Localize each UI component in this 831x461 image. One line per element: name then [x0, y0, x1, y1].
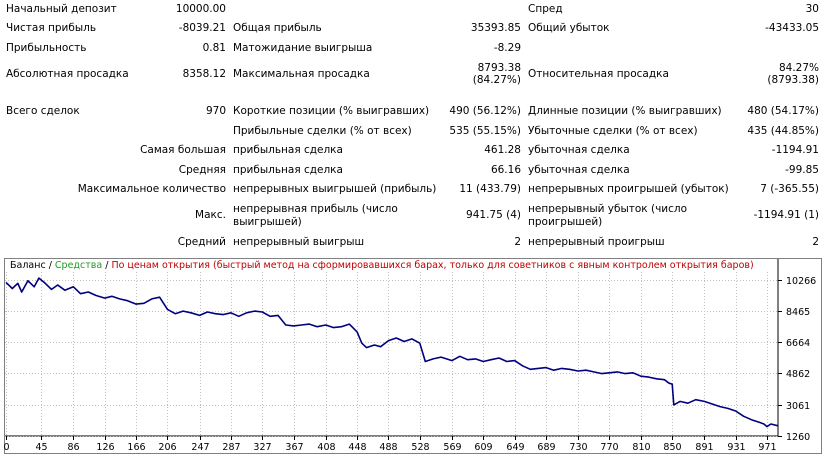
x-tick-label: 327	[253, 442, 271, 453]
max-value-losses-label: непрерывный убыток (число проигрышей)	[528, 203, 688, 228]
x-tick-label: 367	[285, 442, 303, 453]
avg-series-label: Средний	[177, 236, 226, 248]
gross-loss-label: Общий убыток	[528, 22, 610, 34]
spread-label: Спред	[528, 3, 563, 15]
largest-loss-label: убыточная сделка	[528, 144, 630, 156]
long-positions-label: Длинные позиции (% выигравших)	[528, 105, 722, 117]
legend-equity: Средства	[54, 260, 103, 271]
x-tick-label: 166	[127, 442, 145, 453]
max-value-losses-value: -1194.91 (1)	[753, 209, 819, 221]
max-drawdown-value: 8793.38	[477, 62, 521, 74]
y-tick-label: 8465	[786, 307, 810, 318]
legend-separator: /	[45, 260, 55, 271]
max-value-wins-label: непрерывная прибыль (число выигрышей)	[233, 203, 398, 228]
x-tick-label: 931	[727, 442, 745, 453]
max-drawdown-label: Максимальная просадка	[233, 68, 370, 80]
avg-series-wins-label: непрерывный выигрыш	[233, 236, 365, 248]
chart-legend: Баланс / Средства / По ценам открытия (б…	[10, 260, 754, 271]
net-profit-label: Чистая прибыль	[6, 22, 97, 34]
initial-deposit-value: 10000.00	[175, 3, 226, 15]
max-value-label: Макс.	[195, 209, 226, 221]
avg-series-losses-label: непрерывный проигрыш	[528, 236, 665, 248]
largest-profit-value: 461.28	[484, 144, 521, 156]
x-tick-label: 850	[663, 442, 681, 453]
largest-profit-label: прибыльная сделка	[233, 144, 343, 156]
y-tick-label: 1260	[786, 432, 810, 443]
x-tick-label: 689	[537, 442, 555, 453]
balance-line	[5, 277, 779, 428]
average-loss-label: убыточная сделка	[528, 164, 630, 176]
max-count-losses-value: 7 (-365.55)	[760, 183, 819, 195]
x-tick-label: 730	[569, 442, 587, 453]
short-positions-value: 490 (56.12%)	[449, 105, 521, 117]
rel-drawdown-value: 84.27%	[778, 62, 819, 74]
max-count-label: Максимальное количество	[77, 183, 226, 195]
expected-payoff-label: Матожидание выигрыша	[233, 42, 373, 54]
chart-frame	[4, 258, 822, 454]
profit-factor-label: Прибыльность	[6, 42, 87, 54]
average-loss-value: -99.85	[785, 164, 819, 176]
y-tick-label: 3061	[786, 401, 810, 412]
average-profit-label: прибыльная сделка	[233, 164, 343, 176]
x-tick-label: 0	[4, 442, 10, 453]
total-trades-label: Всего сделок	[6, 105, 80, 117]
x-tick-label: 649	[506, 442, 524, 453]
legend-model-note: По ценам открытия (быстрый метод на сфор…	[111, 260, 754, 271]
long-positions-value: 480 (54.17%)	[747, 105, 819, 117]
legend-separator: /	[102, 260, 112, 271]
max-drawdown-percent: (84.27%)	[472, 74, 521, 86]
average-label: Средняя	[178, 164, 226, 176]
x-tick-label: 448	[348, 442, 366, 453]
y-tick-label: 10266	[786, 276, 816, 287]
x-tick-label: 247	[191, 442, 209, 453]
max-count-wins-value: 11 (433.79)	[459, 183, 521, 195]
gross-loss-value: -43433.05	[765, 22, 819, 34]
avg-series-wins-value: 2	[514, 236, 521, 248]
average-profit-value: 66.16	[490, 164, 521, 176]
x-tick-label: 971	[758, 442, 776, 453]
total-trades-value: 970	[205, 105, 226, 117]
x-tick-label: 609	[474, 442, 492, 453]
avg-series-losses-value: 2	[812, 236, 819, 248]
x-tick-label: 408	[317, 442, 335, 453]
rel-drawdown-amount: (8793.38)	[767, 74, 819, 86]
x-tick-label: 287	[222, 442, 240, 453]
x-tick-label: 206	[158, 442, 176, 453]
balance-chart: 1260 3061 4862 6664 8465 10266 0 45 86 126 166 206 2…	[3, 258, 822, 454]
abs-drawdown-label: Абсолютная просадка	[6, 68, 129, 80]
x-tick-label: 126	[96, 442, 114, 453]
expected-payoff-value: -8.29	[493, 42, 521, 54]
legend-balance: Баланс	[10, 260, 46, 271]
x-tick-label: 45	[35, 442, 47, 453]
profit-trades-value: 535 (55.15%)	[449, 125, 521, 137]
max-count-losses-label: непрерывных проигрышей (убыток)	[528, 183, 729, 195]
x-tick-label: 488	[379, 442, 397, 453]
spread-value: 30	[805, 3, 819, 15]
abs-drawdown-value: 8358.12	[182, 68, 226, 80]
profit-factor-value: 0.81	[202, 42, 226, 54]
max-value-wins-value: 941.75 (4)	[466, 209, 521, 221]
y-tick-label: 6664	[786, 338, 810, 349]
x-tick-label: 86	[67, 442, 79, 453]
x-tick-label: 891	[695, 442, 713, 453]
x-tick-label: 528	[411, 442, 429, 453]
largest-loss-value: -1194.91	[771, 144, 819, 156]
largest-label: Самая большая	[140, 144, 226, 156]
profit-trades-label: Прибыльные сделки (% от всех)	[233, 125, 412, 137]
loss-trades-label: Убыточные сделки (% от всех)	[528, 125, 698, 137]
loss-trades-value: 435 (44.85%)	[747, 125, 819, 137]
x-tick-label: 569	[443, 442, 461, 453]
x-tick-label: 810	[632, 442, 650, 453]
y-tick-label: 4862	[786, 369, 810, 380]
initial-deposit-label: Начальный депозит	[6, 3, 117, 15]
balance-chart-svg: 1260 3061 4862 6664 8465 10266 0 45 86 126 166 206 2…	[3, 258, 822, 454]
gross-profit-value: 35393.85	[470, 22, 521, 34]
rel-drawdown-label: Относительная просадка	[528, 68, 669, 80]
net-profit-value: -8039.21	[178, 22, 226, 34]
short-positions-label: Короткие позиции (% выигравших)	[233, 105, 430, 117]
max-count-wins-label: непрерывных выигрышей (прибыль)	[233, 183, 437, 195]
gross-profit-label: Общая прибыль	[233, 22, 322, 34]
x-tick-label: 770	[600, 442, 618, 453]
